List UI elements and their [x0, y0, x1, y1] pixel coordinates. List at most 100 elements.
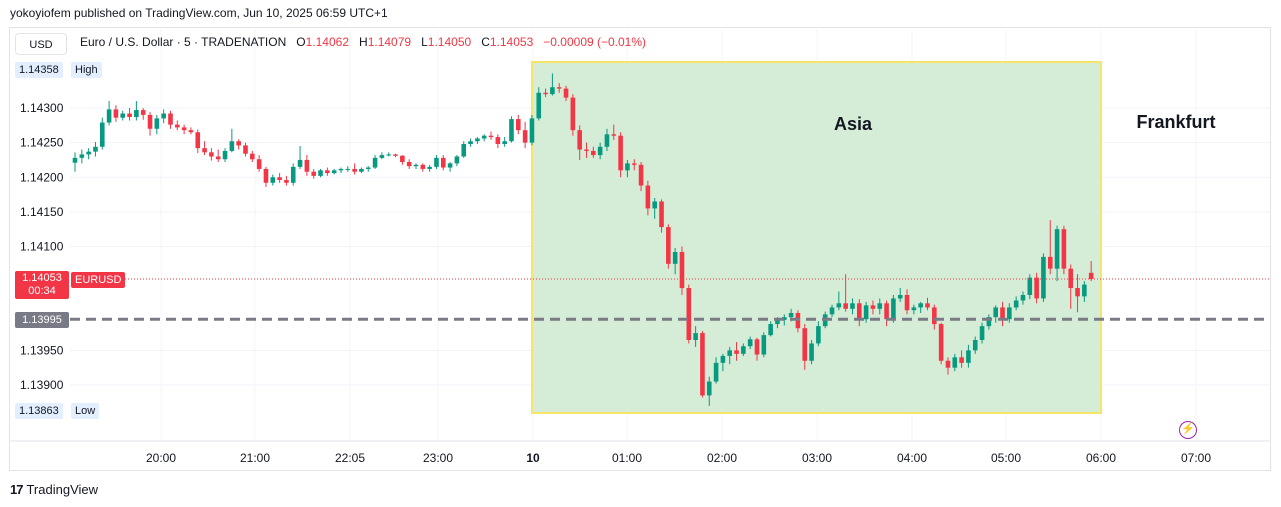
countdown-timer: 00:34 — [28, 285, 56, 297]
candle-body — [918, 303, 923, 308]
candle-body — [891, 298, 896, 320]
candle-body — [700, 333, 705, 396]
ohlc-legend: Euro / U.S. Dollar · 5 · TRADENATION O1.… — [80, 34, 646, 50]
candle — [932, 304, 937, 330]
candle-body — [209, 152, 214, 157]
candle — [1075, 274, 1080, 313]
candle — [659, 199, 664, 233]
candle — [256, 155, 262, 172]
high-tag-label: High — [71, 62, 102, 78]
candle — [140, 108, 146, 120]
candle-body — [788, 312, 794, 318]
candle — [352, 163, 357, 175]
candle — [686, 284, 692, 344]
candle — [918, 301, 923, 313]
candle-body — [127, 113, 132, 118]
y-tick-label: 1.13900 — [20, 378, 64, 392]
open-label: O — [296, 35, 306, 49]
x-tick-label: 01:00 — [612, 451, 642, 465]
candle-body — [877, 303, 883, 309]
candle-body — [843, 303, 848, 309]
candle-body — [816, 326, 821, 344]
candle-body — [161, 113, 166, 119]
candle-body — [256, 159, 262, 169]
candle — [741, 343, 746, 356]
frankfurt-label: Frankfurt — [1136, 112, 1215, 132]
candle — [591, 146, 596, 158]
candle-body — [1020, 294, 1026, 301]
candle-body — [202, 148, 207, 153]
lightning-icon[interactable]: ⚡ — [1179, 421, 1197, 439]
candle-body — [706, 381, 712, 396]
candle — [972, 336, 978, 354]
candle — [672, 247, 678, 275]
candle-body — [611, 134, 617, 136]
candle-body — [325, 170, 330, 174]
candle — [468, 138, 473, 147]
candle — [413, 163, 419, 169]
candle-body — [945, 360, 951, 368]
high-value: 1.14079 — [367, 35, 412, 49]
candle-body — [1000, 307, 1005, 320]
candle — [897, 288, 903, 302]
candle — [222, 148, 228, 163]
candle-body — [93, 146, 98, 152]
tradingview-logo[interactable]: 17 TradingView — [10, 482, 98, 497]
candle — [829, 304, 835, 318]
candle — [502, 137, 507, 147]
candle-body — [345, 168, 351, 170]
currency-selector[interactable]: USD — [15, 33, 67, 55]
candle-body — [993, 307, 998, 318]
candle-body — [734, 350, 739, 354]
candle — [734, 342, 739, 361]
high-price-tag: 1.14358 — [15, 62, 63, 78]
candle — [161, 109, 166, 124]
candle — [1007, 303, 1012, 323]
candle — [113, 105, 119, 122]
candle — [986, 314, 992, 330]
candle — [1020, 291, 1026, 305]
candle — [809, 339, 814, 365]
candle-body — [270, 177, 276, 183]
candle-body — [359, 168, 364, 172]
candle-body — [509, 119, 514, 142]
candle-body — [556, 87, 562, 89]
candle — [850, 298, 855, 315]
y-tick-label: 1.13950 — [20, 343, 64, 357]
candle-body — [638, 164, 644, 186]
candle-body — [475, 138, 480, 142]
candle — [379, 152, 385, 160]
candle-body — [857, 303, 862, 320]
candle — [106, 101, 112, 126]
candle-body — [338, 168, 344, 171]
candle — [440, 155, 446, 171]
candle — [495, 134, 501, 149]
y-tick-label: 1.14300 — [20, 101, 64, 115]
candle-body — [420, 164, 426, 169]
candle — [857, 299, 862, 327]
candle-body — [243, 145, 248, 154]
change-value: −0.00009 (−0.01%) — [543, 35, 647, 49]
candle-body — [1054, 229, 1060, 269]
candle — [966, 344, 971, 368]
candle — [400, 155, 405, 165]
candle — [597, 142, 603, 160]
candle — [338, 167, 344, 174]
candle — [250, 150, 255, 163]
candle — [863, 301, 869, 323]
candle — [188, 127, 194, 135]
candle — [993, 305, 998, 323]
candle — [747, 336, 753, 349]
candle — [836, 291, 842, 311]
candle — [120, 110, 126, 121]
candle — [181, 124, 187, 135]
candle — [243, 142, 248, 157]
candle-body — [1088, 272, 1094, 280]
candle-body — [652, 201, 657, 209]
low-tag-label: Low — [71, 403, 100, 419]
candle-body — [625, 163, 630, 171]
candle-body — [741, 346, 746, 354]
candle — [434, 155, 439, 169]
candle — [365, 166, 371, 172]
